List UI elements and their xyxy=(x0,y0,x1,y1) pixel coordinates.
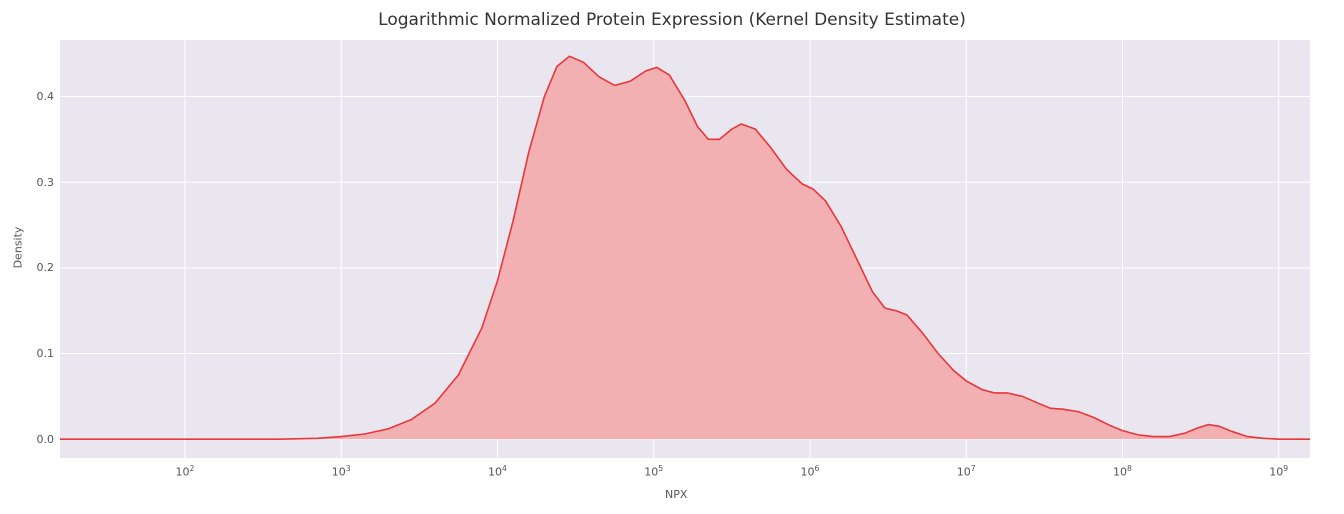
tick-label: 108 xyxy=(1113,464,1132,479)
tick-label: 0.4 xyxy=(37,90,55,103)
tick-label: 102 xyxy=(176,464,195,479)
y-axis-label: Density xyxy=(12,218,25,278)
tick-label: 0.3 xyxy=(37,176,55,189)
tick-label: 106 xyxy=(801,464,820,479)
tick-label: 105 xyxy=(644,464,663,479)
tick-label: 0.0 xyxy=(37,433,55,446)
plot-svg xyxy=(60,40,1310,458)
tick-label: 0.2 xyxy=(37,261,55,274)
chart-title: Logarithmic Normalized Protein Expressio… xyxy=(0,10,1344,30)
plot-area xyxy=(60,40,1310,458)
tick-label: 107 xyxy=(957,464,976,479)
kde-figure: Logarithmic Normalized Protein Expressio… xyxy=(0,0,1344,514)
tick-label: 103 xyxy=(332,464,351,479)
x-axis-label: NPX xyxy=(665,488,687,501)
tick-label: 0.1 xyxy=(37,347,55,360)
tick-label: 109 xyxy=(1269,464,1288,479)
tick-label: 104 xyxy=(488,464,507,479)
